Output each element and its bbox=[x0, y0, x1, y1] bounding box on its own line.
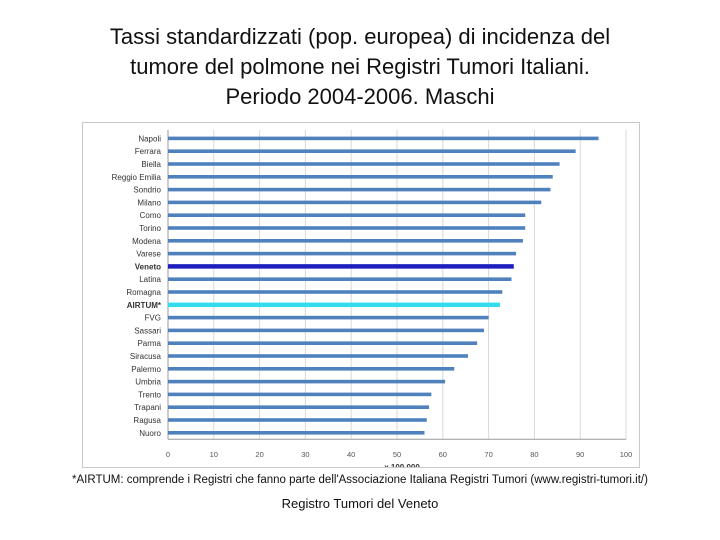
chart-area: Napoli Ferrara Biella Reggio Emilia Sondrio M… bbox=[82, 122, 640, 468]
title-line-3: Periodo 2004-2006. Maschi bbox=[225, 84, 495, 109]
x-tick-label: 10 bbox=[210, 450, 218, 459]
category-label: Latina bbox=[139, 275, 161, 284]
category-label: Nuoro bbox=[139, 429, 161, 438]
bar-siracusa bbox=[168, 354, 468, 358]
x-tick-label: 70 bbox=[484, 450, 492, 459]
category-label: Veneto bbox=[135, 262, 161, 271]
category-label: Biella bbox=[141, 160, 161, 169]
category-label: Torino bbox=[139, 224, 161, 233]
bar-chart: Napoli Ferrara Biella Reggio Emilia Sondrio M… bbox=[112, 130, 633, 467]
bar-trapani bbox=[168, 405, 430, 409]
category-label: Reggio Emilia bbox=[112, 173, 162, 182]
category-label: Trento bbox=[138, 390, 161, 399]
bar-ragusa bbox=[168, 418, 427, 422]
x-tick-label: 90 bbox=[576, 450, 584, 459]
category-label: Umbria bbox=[135, 378, 161, 387]
x-tick-label: 0 bbox=[166, 450, 170, 459]
category-label: Trapani bbox=[134, 403, 161, 412]
bar-torino bbox=[168, 226, 526, 230]
chart-title: Tassi standardizzati (pop. europea) di i… bbox=[40, 22, 680, 112]
category-label: Modena bbox=[132, 237, 161, 246]
title-line-1: Tassi standardizzati (pop. europea) di i… bbox=[109, 24, 611, 49]
category-label: Ferrara bbox=[135, 147, 162, 156]
bar-modena bbox=[168, 239, 523, 243]
category-label: Como bbox=[140, 211, 162, 220]
x-tick-label: 100 bbox=[620, 450, 633, 459]
bar-airtum bbox=[168, 302, 501, 308]
bar-palermo bbox=[168, 367, 455, 371]
bar-sondrio bbox=[168, 187, 551, 192]
bar-sassari bbox=[168, 328, 485, 333]
category-label: Sondrio bbox=[133, 186, 161, 195]
bar-varese bbox=[168, 251, 517, 256]
category-label: Romagna bbox=[126, 288, 161, 297]
x-tick-label: 20 bbox=[255, 450, 263, 459]
x-tick-label: 30 bbox=[301, 450, 309, 459]
bar-veneto bbox=[168, 264, 514, 269]
source-label: Registro Tumori del Veneto bbox=[281, 496, 439, 511]
category-label: Parma bbox=[137, 339, 161, 348]
bar-romagna bbox=[168, 290, 503, 294]
footnote: *AIRTUM: comprende i Registri che fanno … bbox=[72, 474, 648, 486]
bar-milano bbox=[168, 200, 542, 205]
bar-como bbox=[168, 213, 526, 217]
bar-napoli bbox=[168, 136, 599, 141]
category-label: Milano bbox=[137, 198, 161, 207]
bar-biella bbox=[168, 162, 560, 166]
category-label: Napoli bbox=[138, 134, 161, 143]
bar-reggio-emilia bbox=[168, 175, 553, 179]
x-tick-label: 40 bbox=[347, 450, 355, 459]
x-tick-label: 50 bbox=[393, 450, 401, 459]
title-line-2: tumore del polmone nei Registri Tumori I… bbox=[130, 54, 590, 79]
category-label: Ragusa bbox=[133, 416, 161, 425]
bar-ferrara bbox=[168, 149, 576, 153]
x-tick-label: 80 bbox=[530, 450, 538, 459]
x-axis-label: x 100,000 bbox=[384, 463, 420, 467]
category-label: Sassari bbox=[134, 326, 161, 335]
bar-parma bbox=[168, 341, 478, 345]
category-label: FVG bbox=[145, 314, 161, 323]
category-label: Varese bbox=[136, 250, 161, 259]
bar-trento bbox=[168, 392, 432, 397]
bar-fvg bbox=[168, 315, 489, 320]
category-label: Siracusa bbox=[130, 352, 162, 361]
bar-nuoro bbox=[168, 431, 425, 435]
x-tick-label: 60 bbox=[439, 450, 447, 459]
category-label: AIRTUM* bbox=[127, 301, 162, 310]
category-label: Palermo bbox=[131, 365, 161, 374]
bar-latina bbox=[168, 277, 512, 281]
bar-umbria bbox=[168, 379, 446, 384]
